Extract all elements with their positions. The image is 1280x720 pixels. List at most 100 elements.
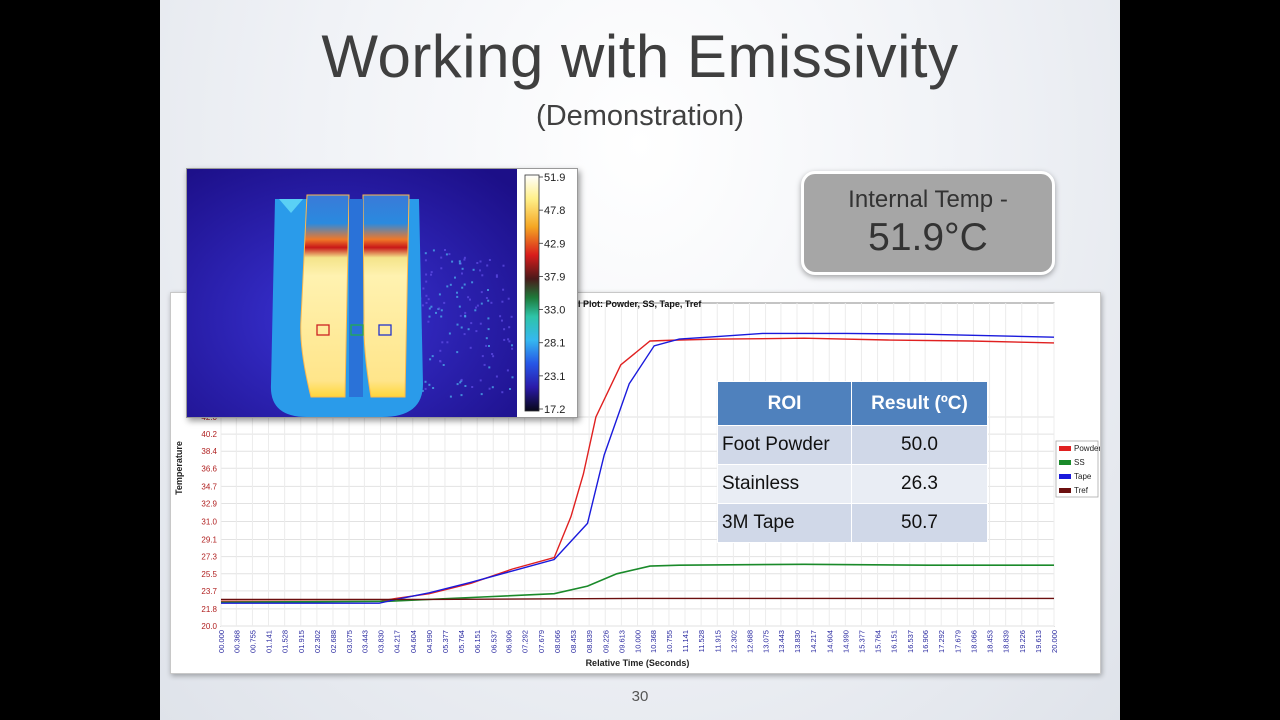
x-tick-label: 12.302: [729, 630, 738, 653]
noise-speck: [480, 291, 483, 294]
noise-speck: [459, 381, 462, 384]
noise-speck: [432, 387, 435, 389]
noise-speck: [503, 328, 506, 331]
y-tick-label: 20.0: [201, 622, 217, 631]
x-tick-label: 03.830: [377, 630, 386, 653]
noise-speck: [460, 378, 463, 381]
noise-speck: [486, 264, 489, 267]
slide-title: Working with Emissivity: [321, 23, 959, 90]
x-tick-label: 13.830: [793, 630, 802, 653]
noise-speck: [481, 355, 484, 358]
x-tick-label: 16.537: [906, 630, 915, 653]
x-tick-label: 19.613: [1034, 630, 1043, 653]
noise-speck: [487, 317, 490, 320]
internal-temp-callout: Internal Temp - 51.9°C: [801, 171, 1055, 275]
noise-speck: [443, 301, 446, 304]
x-tick-label: 11.528: [697, 630, 706, 652]
table-row: Foot Powder 50.0: [717, 425, 988, 465]
noise-speck: [440, 256, 443, 259]
noise-speck: [438, 307, 441, 310]
noise-speck: [476, 262, 479, 264]
noise-speck: [511, 347, 514, 350]
noise-speck: [471, 281, 474, 284]
thermal-image: 51.9 47.8 42.9 37.9 33.0 28.1 23.1 17.2: [186, 168, 578, 418]
x-tick-label: 10.000: [634, 630, 643, 653]
noise-speck: [506, 369, 509, 372]
noise-speck: [458, 305, 461, 308]
noise-speck: [446, 285, 449, 288]
noise-speck: [467, 296, 470, 299]
noise-speck: [463, 256, 466, 259]
noise-speck: [501, 300, 504, 303]
noise-speck: [444, 249, 446, 251]
x-tick-label: 10.368: [649, 630, 658, 653]
noise-speck: [508, 326, 511, 329]
noise-speck: [438, 293, 441, 296]
noise-speck: [471, 386, 474, 388]
x-tick-label: 09.613: [617, 630, 626, 653]
legend-swatch: [1059, 474, 1071, 479]
noise-speck: [488, 387, 491, 390]
noise-speck: [495, 275, 498, 278]
noise-speck: [449, 395, 452, 398]
noise-speck: [439, 360, 442, 362]
noise-speck: [491, 386, 494, 389]
x-tick-label: 18.453: [986, 630, 995, 653]
x-tick-label: 02.302: [313, 630, 322, 653]
thermal-image-svg: 51.9 47.8 42.9 37.9 33.0 28.1 23.1 17.2: [187, 169, 565, 417]
scale-label: 23.1: [544, 371, 565, 383]
x-tick-label: 20.000: [1050, 630, 1059, 653]
noise-speck: [428, 315, 431, 318]
noise-speck: [430, 271, 433, 274]
color-scale-bar: [524, 174, 540, 412]
x-tick-label: 00.000: [217, 630, 226, 653]
noise-speck: [459, 314, 462, 317]
noise-speck: [424, 380, 427, 383]
thermal-stainless-gap: [349, 199, 363, 397]
thermal-strip-right: [362, 194, 410, 398]
x-tick-label: 00.368: [232, 630, 241, 653]
noise-speck: [508, 340, 511, 343]
x-tick-label: 16.906: [921, 630, 930, 653]
noise-speck: [495, 274, 498, 277]
x-tick-label: 08.066: [553, 630, 562, 653]
x-tick-label: 07.292: [521, 630, 530, 653]
noise-speck: [425, 294, 428, 297]
roi-result: 50.7: [851, 503, 988, 543]
y-tick-label: 32.9: [201, 499, 217, 508]
x-tick-label: 13.075: [762, 630, 771, 653]
noise-speck: [488, 259, 491, 261]
roi-results-table: ROI Result (ºC) Foot Powder 50.0 Stainle…: [717, 381, 988, 543]
noise-speck: [440, 315, 443, 318]
legend-swatch: [1059, 446, 1071, 451]
noise-speck: [475, 306, 477, 309]
series-line-tref: [221, 597, 1054, 601]
noise-speck: [501, 391, 504, 394]
page-number: 30: [631, 688, 649, 705]
x-tick-label: 14.217: [809, 630, 818, 653]
legend-entry: Powder: [1074, 444, 1100, 453]
x-tick-label: 06.537: [489, 630, 498, 653]
noise-speck: [451, 260, 454, 263]
x-tick-label: 02.688: [329, 630, 338, 653]
roi-header: ROI: [717, 381, 852, 426]
noise-speck: [456, 295, 459, 298]
x-tick-label: 04.990: [425, 630, 434, 653]
noise-speck: [476, 304, 479, 307]
noise-speck: [421, 389, 424, 392]
y-tick-label: 21.8: [201, 605, 217, 614]
x-tick-label: 15.764: [874, 630, 883, 653]
noise-speck: [474, 309, 477, 312]
noise-speck: [440, 309, 443, 312]
noise-speck: [485, 337, 488, 340]
noise-speck: [446, 341, 449, 344]
table-row: 3M Tape 50.7: [717, 503, 988, 543]
noise-speck: [487, 289, 489, 291]
noise-speck: [479, 322, 482, 325]
x-tick-label: 07.679: [537, 630, 546, 653]
scale-label: 37.9: [544, 271, 565, 283]
noise-speck: [499, 315, 502, 318]
noise-speck: [485, 344, 488, 347]
x-tick-label: 18.066: [969, 630, 978, 653]
legend-entry: SS: [1074, 458, 1085, 467]
